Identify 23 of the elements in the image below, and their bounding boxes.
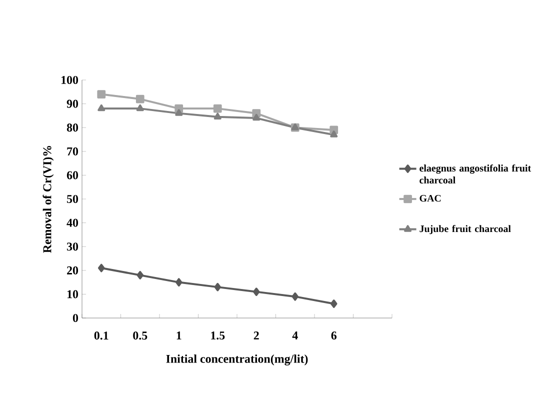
y-tick-label: 20 — [67, 266, 78, 274]
y-axis-title: Removal of Cr(VI)% — [42, 146, 54, 253]
y-tick-label: 50 — [67, 194, 78, 204]
x-tick-label: 2 — [254, 332, 259, 340]
legend-label: Jujube fruit charcoal — [420, 225, 511, 234]
y-tick-label: 60 — [66, 171, 78, 180]
x-tick-label: 1.5 — [211, 332, 225, 340]
y-tick-label: 10 — [67, 290, 78, 298]
x-tick-label: 0.5 — [133, 332, 148, 340]
x-axis-title: Initial concentration(mg/lit) — [166, 354, 308, 366]
x-tick-label: 6 — [331, 332, 337, 340]
y-tick-label: 0 — [72, 314, 78, 322]
x-tick-label: 4 — [292, 332, 298, 340]
y-tick-label: 90 — [66, 100, 78, 108]
y-tick-label: 70 — [67, 147, 78, 156]
legend-label: elaegnus angostifolia fruit charcoal — [420, 164, 532, 184]
y-tick-label: 100 — [62, 76, 78, 84]
legend-label: GAC — [420, 194, 441, 202]
y-tick-label: 30 — [66, 242, 78, 251]
y-tick-label: 40 — [66, 218, 78, 227]
y-tick-label: 80 — [66, 124, 78, 132]
x-tick-label: 1 — [176, 332, 182, 340]
x-tick-label: 0.1 — [94, 332, 108, 340]
